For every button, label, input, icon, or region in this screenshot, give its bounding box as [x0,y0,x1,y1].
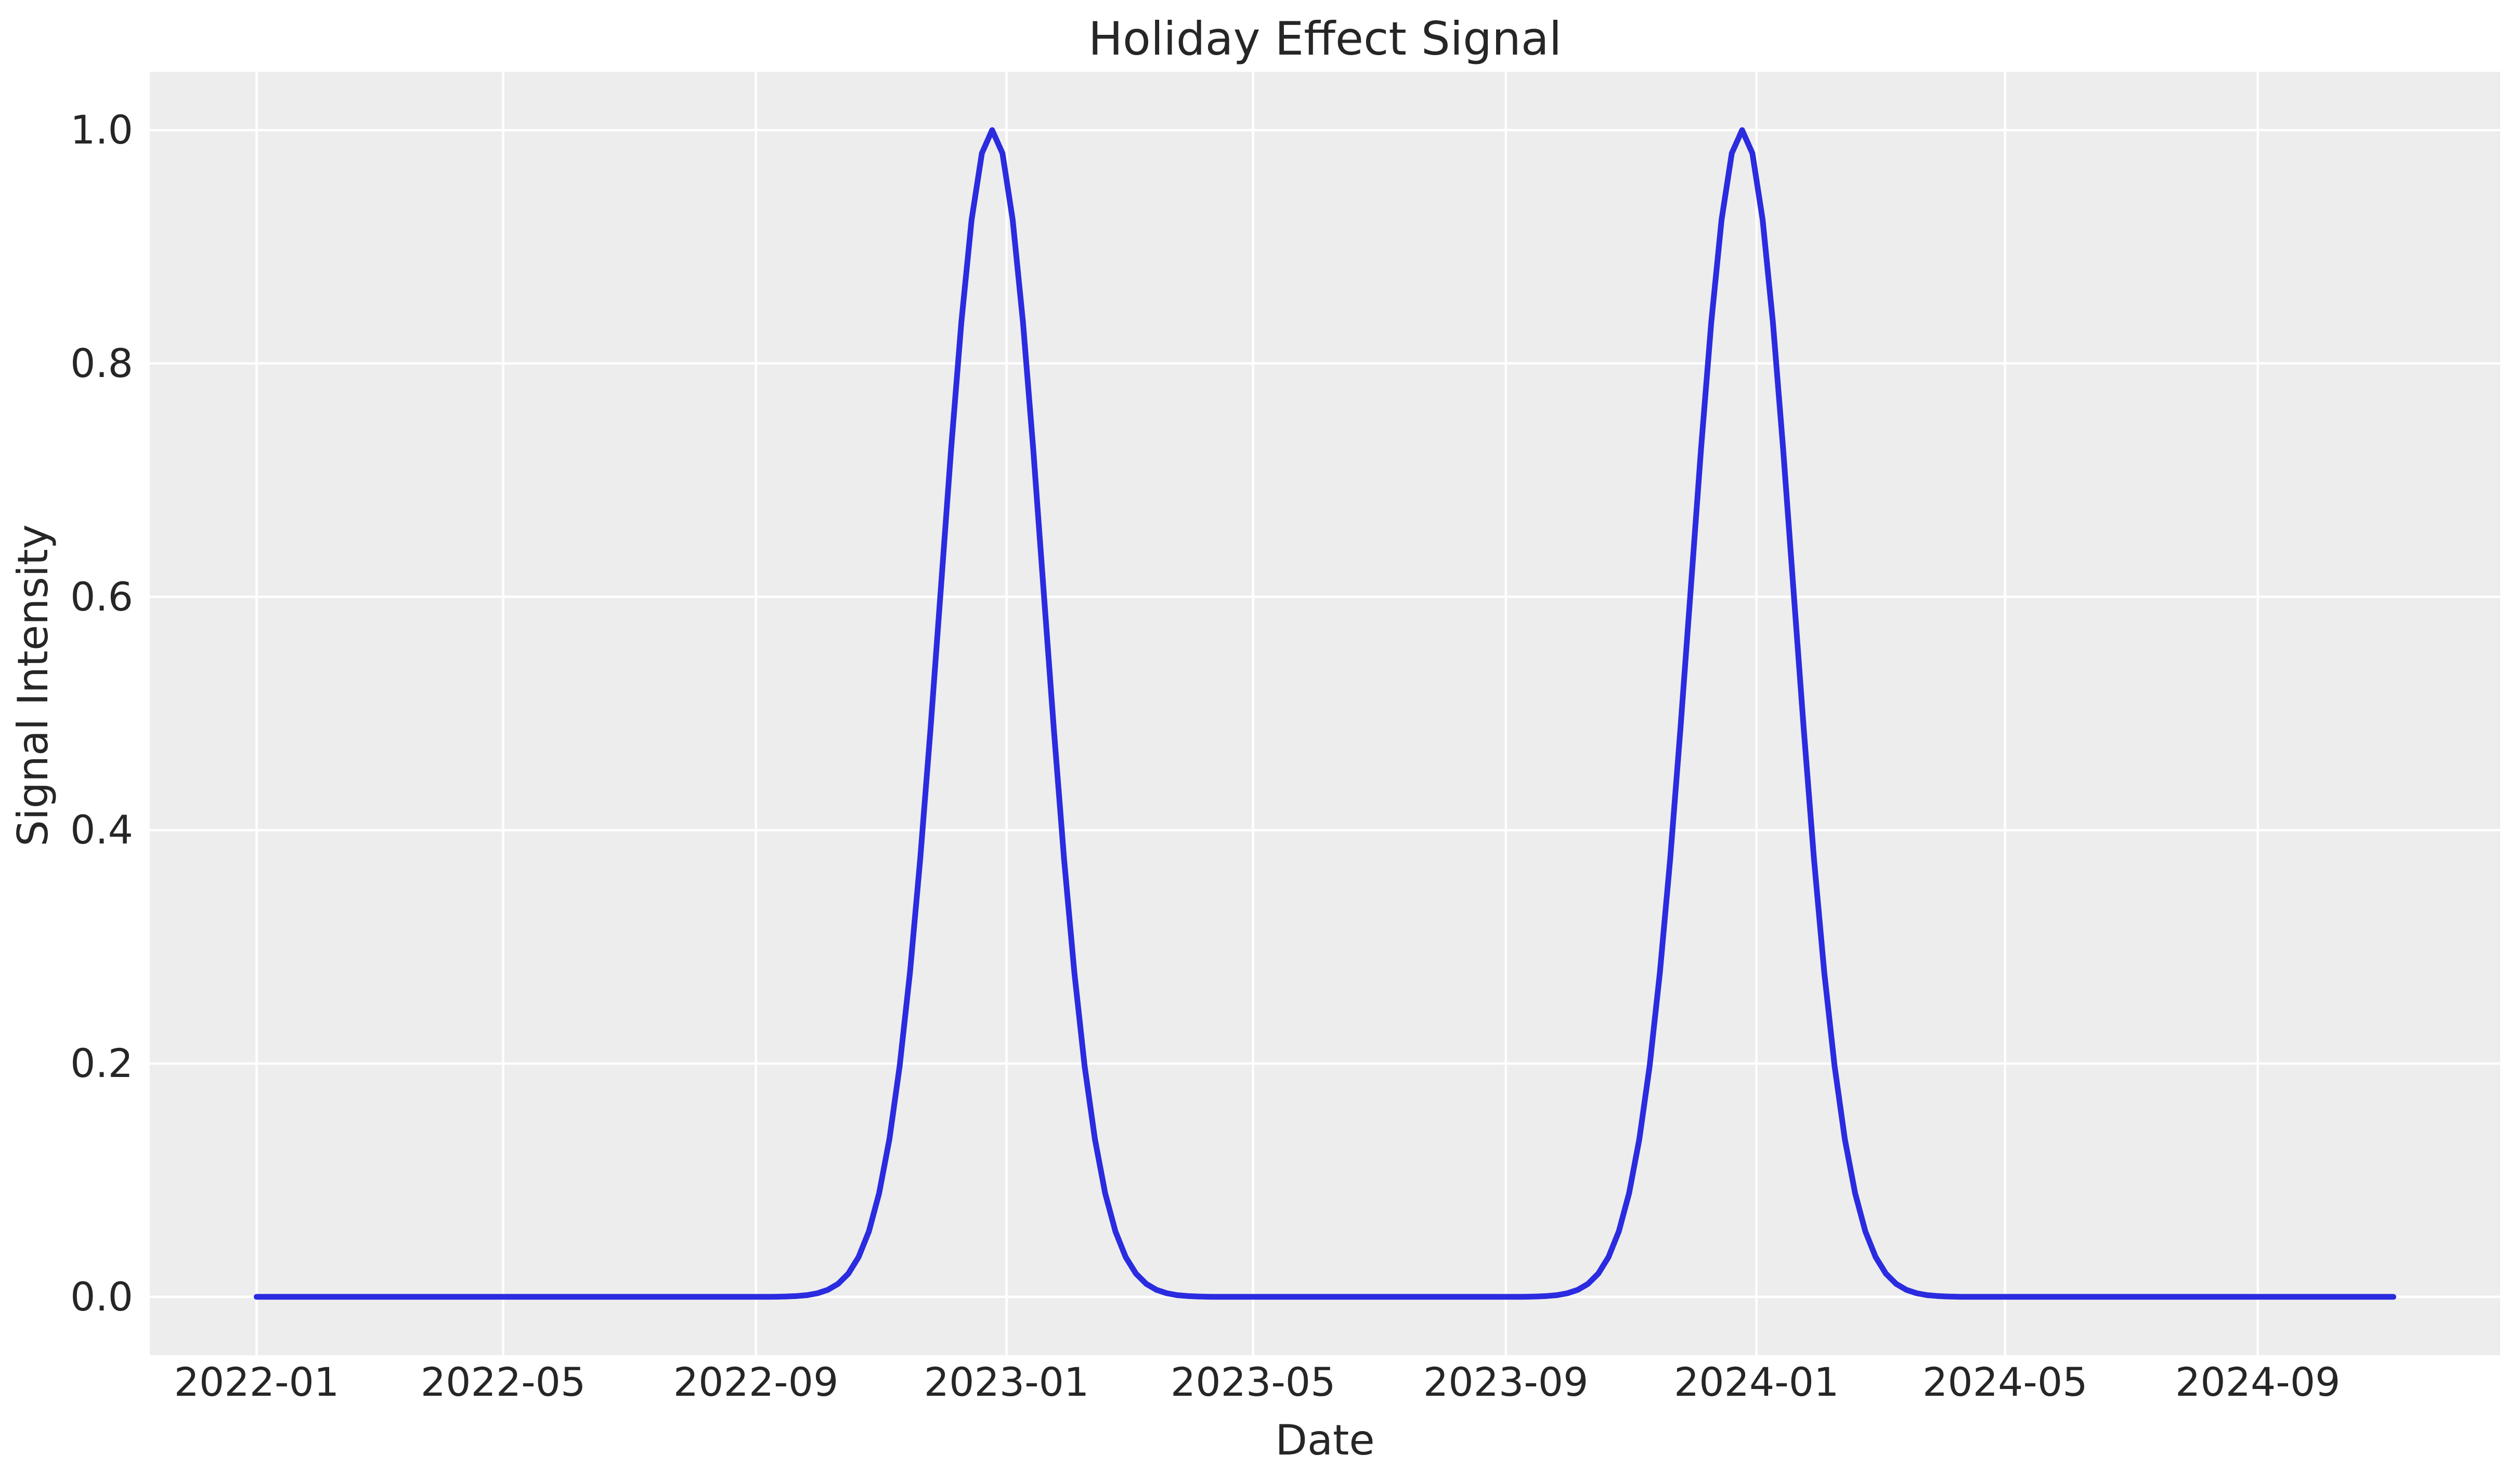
x-tick-label: 2022-01 [174,1359,340,1405]
chart-title: Holiday Effect Signal [1088,12,1562,66]
y-tick-label: 0.8 [70,340,133,386]
holiday-effect-line [254,127,2396,1300]
axes-background [150,72,2500,1355]
x-tick-label: 2023-01 [924,1359,1089,1405]
x-tick-label: 2024-01 [1673,1359,1839,1405]
x-tick-label: 2024-09 [2175,1359,2341,1405]
y-tick-label: 0.4 [70,807,133,853]
y-axis-label: Signal Intensity [9,524,57,847]
y-tick-label: 1.0 [70,107,133,153]
y-tick-label: 0.0 [70,1273,133,1320]
x-tick-label: 2022-09 [673,1359,839,1405]
x-tick-label: 2022-05 [420,1359,586,1405]
y-tick-label: 0.6 [70,573,133,620]
y-tick-label: 0.2 [70,1040,133,1087]
x-tick-label: 2024-05 [1923,1359,2088,1405]
x-tick-label: 2023-05 [1170,1359,1336,1405]
x-axis-label: Date [1275,1416,1375,1464]
x-tick-label: 2023-09 [1423,1359,1589,1405]
